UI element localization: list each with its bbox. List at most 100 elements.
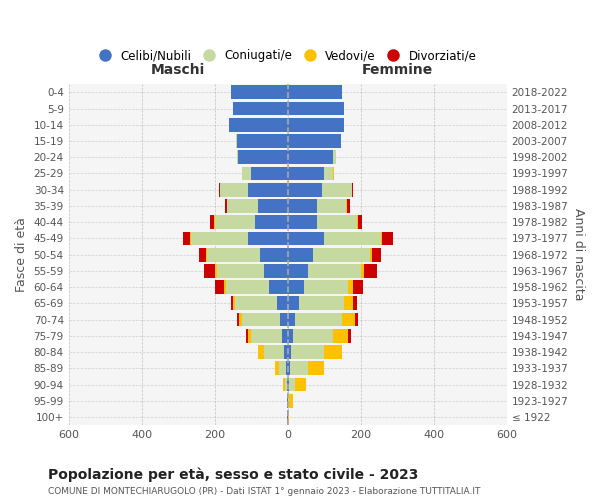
- Bar: [208, 248, 260, 262]
- Bar: [287, 345, 292, 359]
- Legend: Celibi/Nubili, Coniugati/e, Vedovi/e, Divorziati/e: Celibi/Nubili, Coniugati/e, Vedovi/e, Di…: [95, 46, 480, 66]
- Bar: [324, 232, 381, 245]
- Bar: [308, 362, 324, 375]
- Bar: [282, 329, 287, 342]
- Bar: [289, 394, 293, 407]
- Text: Femmine: Femmine: [362, 64, 433, 78]
- Bar: [364, 264, 377, 278]
- Bar: [204, 264, 215, 278]
- Bar: [287, 134, 341, 148]
- Bar: [231, 296, 233, 310]
- Bar: [214, 216, 215, 229]
- Bar: [277, 296, 287, 310]
- Bar: [287, 378, 289, 392]
- Bar: [215, 264, 217, 278]
- Bar: [344, 296, 353, 310]
- Bar: [255, 216, 287, 229]
- Bar: [248, 329, 251, 342]
- Bar: [346, 199, 347, 213]
- Bar: [251, 166, 287, 180]
- Bar: [287, 248, 313, 262]
- Bar: [381, 232, 382, 245]
- Bar: [324, 166, 334, 180]
- Bar: [295, 312, 343, 326]
- Bar: [348, 280, 353, 294]
- Bar: [229, 118, 287, 132]
- Bar: [236, 134, 287, 148]
- Bar: [361, 264, 364, 278]
- Bar: [238, 312, 239, 326]
- Bar: [313, 248, 370, 262]
- Bar: [227, 199, 259, 213]
- Bar: [224, 280, 226, 294]
- Bar: [285, 378, 287, 392]
- Bar: [260, 248, 287, 262]
- Bar: [334, 329, 348, 342]
- Bar: [287, 199, 317, 213]
- Bar: [358, 216, 362, 229]
- Bar: [287, 183, 322, 196]
- Bar: [242, 312, 280, 326]
- Bar: [299, 296, 344, 310]
- Text: Popolazione per età, sesso e stato civile - 2023: Popolazione per età, sesso e stato civil…: [48, 468, 418, 482]
- Bar: [269, 280, 287, 294]
- Bar: [259, 199, 287, 213]
- Bar: [287, 232, 324, 245]
- Bar: [287, 216, 317, 229]
- Bar: [231, 86, 287, 99]
- Bar: [317, 216, 357, 229]
- Bar: [334, 150, 336, 164]
- Bar: [284, 345, 287, 359]
- Bar: [219, 183, 220, 196]
- Bar: [347, 199, 350, 213]
- Bar: [287, 296, 299, 310]
- Bar: [248, 232, 287, 245]
- Bar: [211, 216, 214, 229]
- Bar: [275, 362, 278, 375]
- Bar: [239, 312, 242, 326]
- Bar: [278, 362, 286, 375]
- Bar: [287, 329, 293, 342]
- Bar: [242, 166, 251, 180]
- Bar: [248, 183, 287, 196]
- Bar: [287, 102, 344, 116]
- Bar: [215, 216, 255, 229]
- Bar: [371, 248, 381, 262]
- Bar: [287, 118, 344, 132]
- Bar: [287, 312, 295, 326]
- Bar: [247, 329, 248, 342]
- Bar: [226, 280, 269, 294]
- Bar: [348, 329, 351, 342]
- Bar: [287, 362, 290, 375]
- Bar: [215, 280, 224, 294]
- Bar: [220, 183, 248, 196]
- Bar: [236, 150, 238, 164]
- Bar: [206, 248, 208, 262]
- Bar: [283, 378, 285, 392]
- Bar: [353, 296, 357, 310]
- Bar: [289, 378, 295, 392]
- Bar: [287, 86, 343, 99]
- Bar: [370, 248, 371, 262]
- Bar: [238, 150, 287, 164]
- Bar: [199, 248, 206, 262]
- Bar: [293, 329, 334, 342]
- Bar: [280, 312, 287, 326]
- Text: COMUNE DI MONTECHIARUGOLO (PR) - Dati ISTAT 1° gennaio 2023 - Elaborazione TUTTI: COMUNE DI MONTECHIARUGOLO (PR) - Dati IS…: [48, 488, 481, 496]
- Text: Maschi: Maschi: [151, 64, 205, 78]
- Bar: [190, 232, 191, 245]
- Bar: [308, 264, 361, 278]
- Bar: [286, 362, 287, 375]
- Bar: [182, 232, 190, 245]
- Bar: [324, 345, 343, 359]
- Bar: [295, 378, 305, 392]
- Bar: [217, 264, 264, 278]
- Y-axis label: Anni di nascita: Anni di nascita: [572, 208, 585, 301]
- Bar: [355, 312, 358, 326]
- Y-axis label: Fasce di età: Fasce di età: [15, 217, 28, 292]
- Bar: [304, 280, 348, 294]
- Bar: [264, 264, 287, 278]
- Bar: [322, 183, 352, 196]
- Bar: [287, 280, 304, 294]
- Bar: [191, 232, 248, 245]
